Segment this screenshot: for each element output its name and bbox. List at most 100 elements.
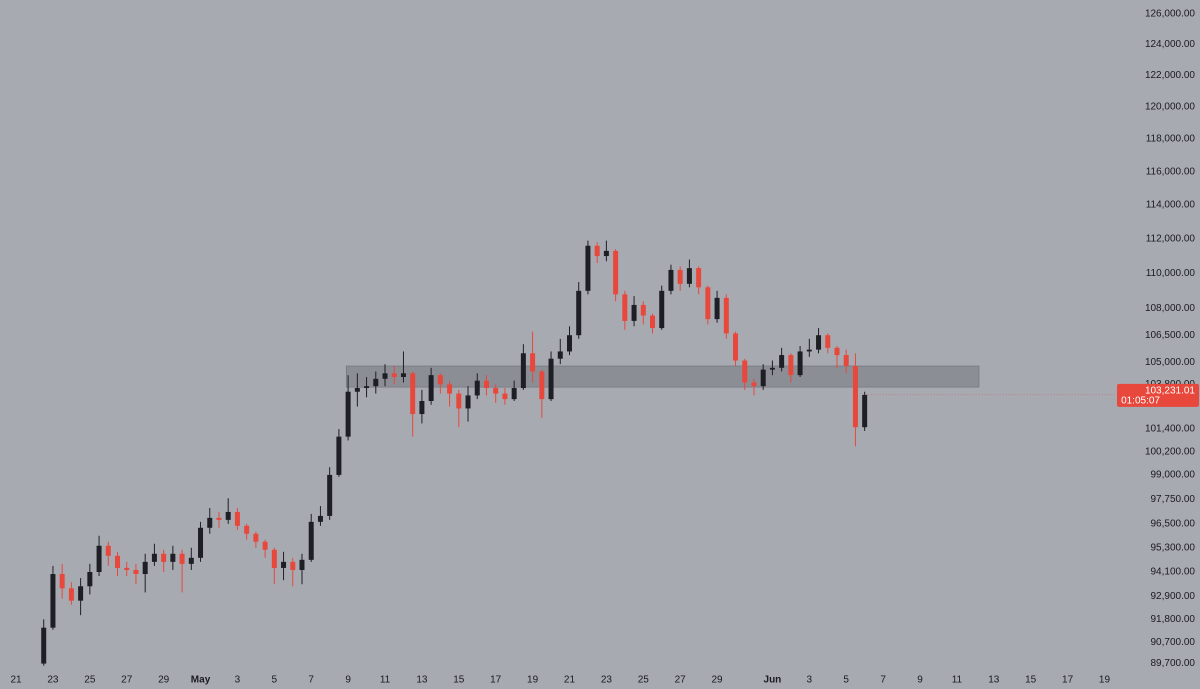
y-tick-label: 110,000.00: [1146, 268, 1196, 279]
y-tick-label: 95,300.00: [1151, 542, 1196, 553]
y-tick-label: 120,000.00: [1145, 102, 1195, 113]
x-tick-label: 13: [416, 675, 428, 686]
candle-body: [133, 569, 139, 575]
x-tick-label: 7: [880, 675, 886, 686]
candle-body: [511, 388, 517, 400]
candle-body: [779, 355, 785, 368]
x-tick-label: 19: [527, 675, 539, 686]
y-tick-label: 106,500.00: [1145, 330, 1195, 341]
candle-body: [696, 268, 702, 288]
candle-body: [852, 365, 858, 428]
candle-body: [142, 561, 148, 575]
x-tick-label: 3: [235, 675, 241, 686]
x-tick-label: 9: [345, 675, 351, 686]
price-tag-label: 103,231.01: [1145, 385, 1195, 396]
x-tick-label: 7: [308, 675, 314, 686]
candle-body: [566, 335, 572, 352]
candle-body: [198, 527, 204, 558]
candle-body: [59, 574, 65, 589]
candle-body: [751, 382, 757, 387]
candle-body: [530, 353, 536, 372]
candle-body: [705, 287, 711, 320]
x-tick-label: 17: [1062, 675, 1074, 686]
x-tick-label: 27: [675, 675, 687, 686]
candle-body: [308, 521, 314, 560]
zone: [345, 365, 980, 388]
y-tick-label: 116,000.00: [1146, 166, 1196, 177]
candle-body: [742, 360, 748, 383]
candle-body: [115, 555, 121, 568]
y-tick-label: 114,000.00: [1146, 200, 1196, 211]
candle-body: [68, 588, 74, 601]
y-tick-label: 122,000.00: [1145, 70, 1195, 81]
candle-body: [262, 541, 268, 550]
candle-body: [622, 294, 628, 321]
candle-body: [299, 559, 305, 570]
candle-body: [382, 373, 388, 379]
y-tick-label: 124,000.00: [1145, 39, 1195, 50]
candle-body: [364, 386, 370, 389]
y-tick-label: 89,700.00: [1151, 658, 1196, 669]
x-tick-label: 3: [807, 675, 813, 686]
y-tick-label: 97,750.00: [1151, 494, 1196, 505]
candle-body: [354, 388, 360, 392]
x-tick-label: 23: [47, 675, 59, 686]
y-tick-label: 105,000.00: [1145, 357, 1195, 368]
candle-body: [290, 561, 296, 570]
x-tick-label: 29: [712, 675, 724, 686]
candle-body: [806, 349, 812, 352]
candle-body: [124, 567, 130, 570]
candle-body: [456, 393, 462, 409]
candle-body: [686, 268, 692, 284]
candle-body: [585, 245, 591, 291]
candle-body: [631, 304, 637, 321]
candle-body: [271, 549, 277, 568]
candle-body: [816, 335, 822, 350]
x-tick-label: 21: [564, 675, 576, 686]
y-tick-label: 108,000.00: [1145, 303, 1195, 314]
y-tick-label: 100,200.00: [1145, 446, 1195, 457]
candle-body: [87, 571, 93, 587]
candle-body: [216, 517, 222, 520]
x-tick-label: 25: [638, 675, 650, 686]
candle-body: [345, 391, 351, 437]
candle-body: [659, 290, 665, 329]
candle-body: [281, 561, 287, 568]
candle-body: [78, 586, 84, 601]
x-tick-label: May: [191, 675, 211, 686]
price-tag: [1117, 383, 1199, 407]
candle-body: [714, 297, 720, 320]
x-tick-label: 13: [988, 675, 1000, 686]
x-tick-label: 15: [1025, 675, 1037, 686]
candle-body: [253, 533, 259, 542]
candle-body: [862, 394, 868, 428]
x-tick-label: 5: [843, 675, 849, 686]
candle-body: [677, 269, 683, 284]
candle-body: [733, 333, 739, 361]
candle-body: [188, 557, 194, 564]
candle-body: [179, 553, 185, 564]
candle-body: [576, 290, 582, 336]
candle-body: [447, 384, 453, 394]
x-tick-label: 25: [84, 675, 96, 686]
candle-body: [373, 378, 379, 387]
candle-body: [336, 436, 342, 475]
candle-body: [410, 373, 416, 415]
candle-body: [640, 304, 646, 316]
y-tick-label: 94,100.00: [1151, 567, 1196, 578]
countdown: 01:05:07: [1121, 395, 1160, 406]
candle-body: [327, 474, 333, 516]
x-tick-label: 9: [917, 675, 923, 686]
candle-body: [788, 355, 794, 376]
x-tick-label: 15: [453, 675, 465, 686]
y-tick-label: 90,700.00: [1151, 637, 1196, 648]
candle-body: [557, 351, 563, 359]
y-tick-label: 101,400.00: [1145, 424, 1195, 435]
candle-body: [760, 369, 766, 387]
x-tick-label: 17: [490, 675, 502, 686]
candle-body: [465, 395, 471, 409]
candle-body: [843, 355, 849, 366]
x-tick-label: Jun: [764, 675, 782, 686]
